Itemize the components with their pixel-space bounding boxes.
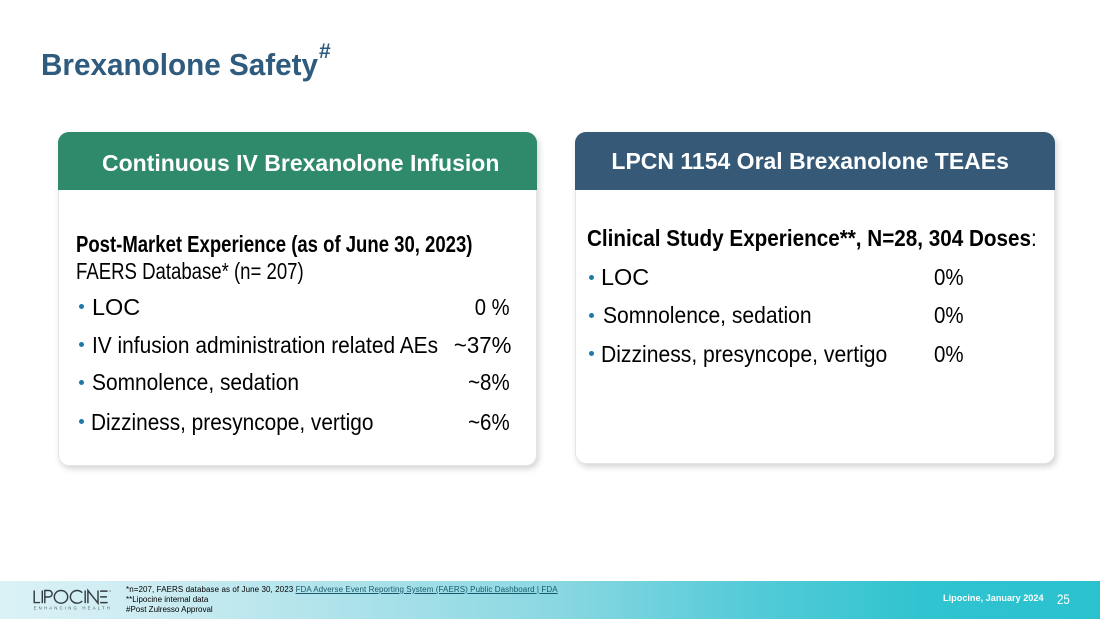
svg-text:™: ™	[108, 590, 111, 594]
svg-text:ENHANCING HEALTH: ENHANCING HEALTH	[34, 606, 112, 611]
